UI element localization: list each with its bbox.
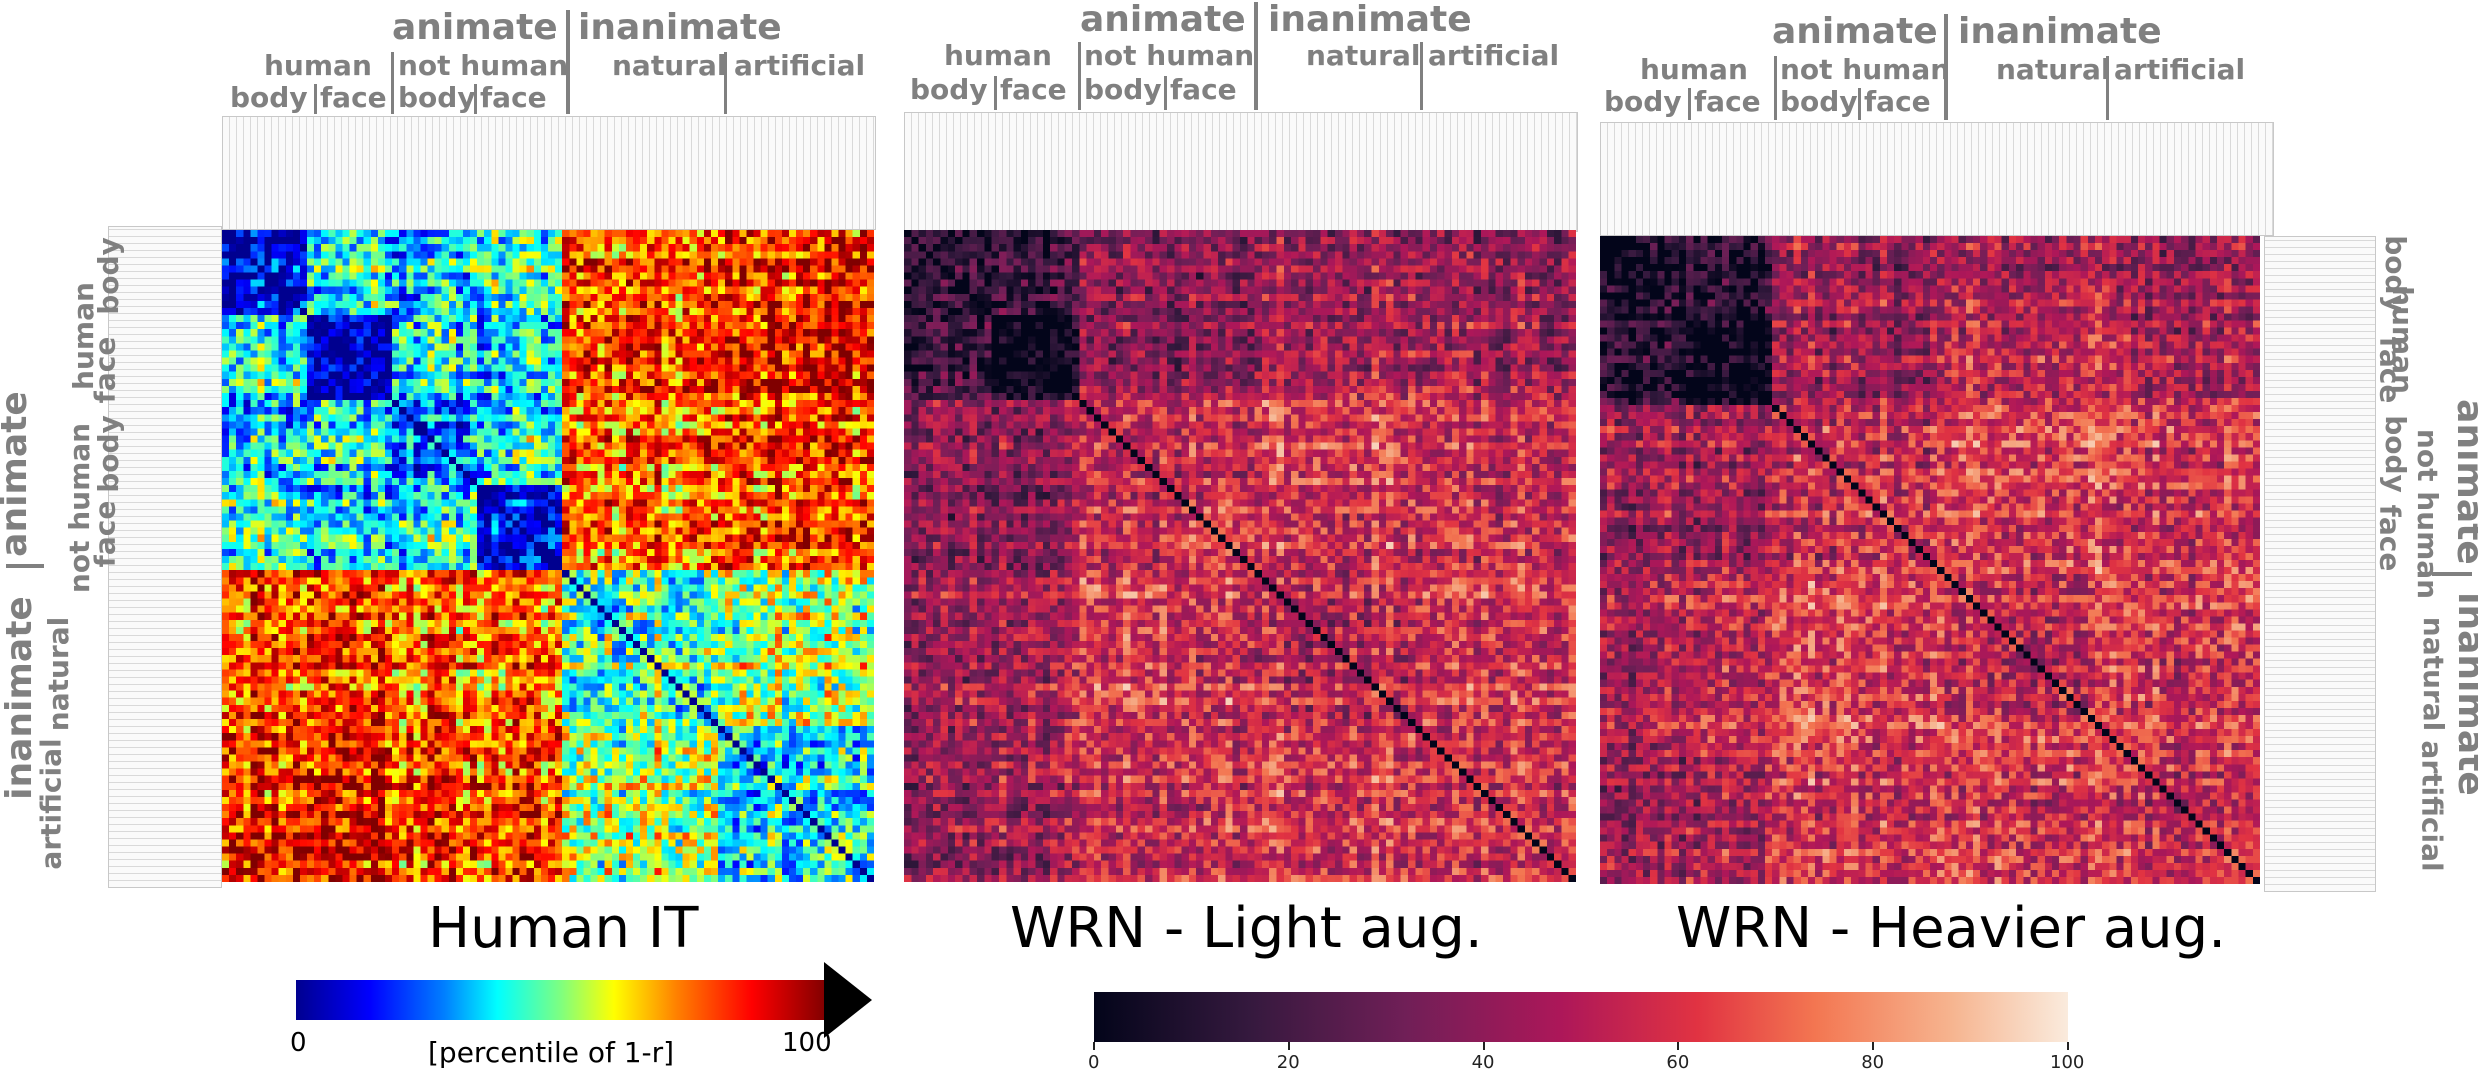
divider (2432, 572, 2472, 576)
label-inanimate-top: inanimate (578, 7, 782, 48)
label-natural-top: natural (612, 49, 727, 82)
label-body-right-2: body (2378, 415, 2412, 493)
colorbar-rocket-tick-label: 0 (1088, 1052, 1100, 1073)
divider (314, 84, 317, 114)
colorbar-arrow-icon (824, 962, 872, 1038)
stimulus-strip-top (222, 116, 876, 230)
label-inanimate-top-p2: inanimate (1268, 0, 1472, 40)
label-face-top-2: face (480, 81, 547, 114)
label-not-human-top: not human (398, 49, 569, 82)
colorbar-rocket-tick (1677, 1042, 1680, 1050)
label-inanimate-left: inanimate (0, 596, 40, 800)
divider (2106, 56, 2109, 120)
stimulus-strip-top (904, 112, 1578, 232)
divider (1078, 42, 1081, 110)
label-body-top-p2: body (910, 73, 988, 106)
divider (6, 564, 44, 568)
label-human-top: human (264, 49, 372, 82)
colorbar-rocket-tick-label: 60 (1666, 1052, 1690, 1073)
label-natural-top-p2: natural (1306, 39, 1421, 72)
colorbar-rocket-tick (2067, 1042, 2069, 1050)
panel-title-wrn-heavier: WRN - Heavier aug. (1676, 896, 2226, 961)
label-face-top-p3: face (1694, 85, 1761, 118)
label-face-top: face (320, 81, 387, 114)
divider (1688, 88, 1691, 120)
label-animate-top-p2: animate (1080, 0, 1246, 40)
label-animate-left: animate (0, 391, 35, 557)
colorbar-rocket-tick (1872, 1042, 1875, 1050)
label-face-right-2: face (2373, 504, 2407, 572)
label-not-human-top-p2: not human (1084, 39, 1255, 72)
divider (994, 76, 997, 110)
label-inanimate-top-p3: inanimate (1958, 11, 2162, 52)
label-human-top-p2: human (944, 39, 1052, 72)
divider (1420, 42, 1423, 110)
label-natural-right: natural (2417, 616, 2451, 732)
colorbar-rocket-tick (1482, 1042, 1485, 1050)
label-animate-top: animate (392, 7, 558, 48)
label-natural-top-p3: natural (1996, 53, 2111, 86)
label-not-human-top-p3: not human (1780, 53, 1951, 86)
heatmap-human-it (222, 230, 874, 882)
label-face-top-p2: face (1000, 73, 1067, 106)
label-body-left-2: body (91, 415, 125, 493)
colorbar-rocket-tick-label: 100 (2050, 1052, 2085, 1073)
label-animate-right: animate (2448, 399, 2478, 565)
label-face-left-2: face (88, 500, 122, 568)
label-artificial-right: artificial (2415, 740, 2449, 872)
heatmap-wrn-light (904, 230, 1576, 882)
stimulus-strip-top (1600, 122, 2274, 236)
divider (391, 52, 394, 114)
label-human-top-p3: human (1640, 53, 1748, 86)
colorbar-rocket-tick (1093, 1042, 1095, 1050)
label-face-left: face (88, 336, 122, 404)
colorbar-jet-min: 0 (290, 1028, 307, 1058)
label-body-top-2: body (398, 81, 476, 114)
colorbar-jet-bar (296, 980, 826, 1020)
divider (1254, 2, 1258, 110)
label-natural-left: natural (42, 616, 76, 732)
label-body-left: body (91, 237, 125, 315)
label-body-right: body (2378, 235, 2412, 313)
divider (1164, 76, 1167, 110)
colorbar-rocket-tick-label: 40 (1471, 1052, 1495, 1073)
label-artificial-top-p3: artificial (2114, 53, 2246, 86)
label-face-top-p3-2: face (1864, 85, 1931, 118)
label-body-top-p3: body (1604, 85, 1682, 118)
divider (724, 52, 727, 114)
divider (1944, 14, 1948, 120)
label-animate-top-p3: animate (1772, 11, 1938, 52)
divider (566, 10, 570, 114)
label-not-human-right: not human (2411, 428, 2445, 600)
heatmap-wrn-heavier (1600, 236, 2260, 884)
colorbar-rocket-bar (1094, 992, 2068, 1042)
panel-title-wrn-light: WRN - Light aug. (1010, 896, 1483, 961)
label-inanimate-right: inanimate (2449, 592, 2478, 796)
colorbar-rocket-tick (1287, 1042, 1290, 1050)
divider (1774, 56, 1777, 120)
label-artificial-left: artificial (34, 738, 68, 870)
label-body-top: body (230, 81, 308, 114)
label-artificial-top-p2: artificial (1428, 39, 1560, 72)
label-body-top-p2-2: body (1084, 73, 1162, 106)
colorbar-rocket-tick-label: 20 (1276, 1052, 1300, 1073)
label-face-top-p2-2: face (1170, 73, 1237, 106)
panel-title-human-it: Human IT (428, 896, 699, 961)
colorbar-jet-label: [percentile of 1-r] (428, 1036, 675, 1069)
label-face-right: face (2373, 336, 2407, 404)
divider (1858, 88, 1861, 120)
colorbar-jet-max: 100 (782, 1028, 832, 1058)
stimulus-strip-left (108, 226, 222, 888)
divider (474, 84, 477, 114)
colorbar-rocket-tick-label: 80 (1861, 1052, 1885, 1073)
label-body-top-p3-2: body (1780, 85, 1858, 118)
label-artificial-top: artificial (734, 49, 866, 82)
stimulus-strip-right (2264, 236, 2376, 892)
